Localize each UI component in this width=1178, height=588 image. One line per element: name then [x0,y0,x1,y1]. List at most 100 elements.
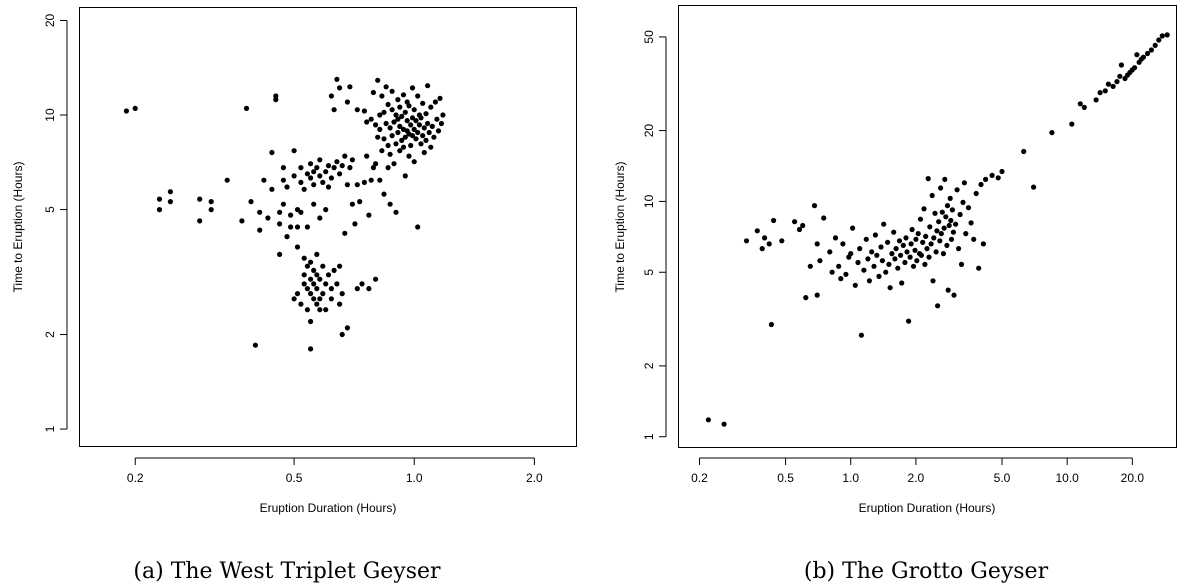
data-point [311,281,317,287]
data-point [393,141,399,147]
data-point [421,125,427,131]
data-point [416,122,422,128]
data-point [939,209,945,215]
data-point [971,236,977,242]
data-point [792,219,798,225]
data-point [397,123,403,129]
data-point [957,211,963,218]
x-tick-label: 0.2 [691,471,708,485]
data-point [334,76,340,82]
data-point [814,292,820,298]
data-point [344,182,350,188]
data-point [373,276,379,282]
data-point [876,273,882,279]
data-point [298,179,304,185]
data-point [395,97,401,103]
data-point [1164,32,1170,38]
data-point [389,88,395,94]
data-point [364,153,370,159]
data-point [912,247,918,253]
data-point [898,252,904,258]
data-point [1105,81,1111,87]
data-point [389,107,395,113]
data-point [406,103,412,109]
data-point [320,179,326,185]
plot-frame [79,7,577,447]
data-point [284,234,290,240]
data-point [288,212,294,218]
data-point [1118,62,1124,68]
y-tick-label: 1 [642,433,656,440]
data-point [927,224,933,230]
data-point [409,115,416,121]
y-axis: 1 2 5 10 20 [43,14,68,432]
data-point [940,251,947,257]
data-point [948,217,954,224]
data-point [347,165,353,171]
data-point [370,165,376,171]
data-point [1144,50,1151,57]
data-point [397,148,403,154]
data-point [438,120,444,127]
caption: (b) The Grotto Geyser [804,559,1049,584]
data-point [123,108,129,114]
data-point [308,346,314,352]
data-point [960,199,966,205]
data-point [881,221,887,227]
data-point [328,93,334,99]
data-point [440,112,446,118]
data-point [431,134,437,140]
data-point [855,259,861,266]
data-point [252,342,258,348]
data-point [904,249,910,255]
data-point [909,226,915,233]
data-point [243,105,250,111]
data-point [932,210,938,216]
data-point [949,207,956,213]
data-point [817,258,823,264]
data-point [325,184,332,190]
data-point [304,307,310,313]
data-point [400,144,407,150]
data-point [1134,52,1140,58]
data-point [879,258,886,264]
data-point [411,107,417,113]
data-point [848,251,854,257]
data-point [334,281,340,287]
data-point [301,272,307,278]
data-point [397,104,403,110]
data-point [301,255,307,261]
data-point [934,228,940,234]
data-point [291,296,297,302]
data-point [944,242,950,248]
y-axis-label: Time to Eruption (Hours) [613,162,627,293]
panel-west-triplet: 0.2 0.5 1.0 2.0 1 2 5 10 20 Eruption Duration (… [11,7,577,584]
data-point [947,195,953,201]
data-point [429,123,435,129]
data-point [968,220,974,226]
data-point [395,116,401,122]
data-point [167,189,173,195]
data-point [389,133,395,139]
data-point [261,177,267,183]
data-point [869,249,875,255]
data-point [989,172,995,178]
data-point [156,196,163,202]
data-point [393,112,399,118]
data-point [408,122,414,128]
data-point [366,212,372,218]
data-point [980,241,987,247]
plot-frame [678,5,1177,448]
x-tick-label: 2.0 [908,471,925,485]
data-point [366,286,372,292]
data-point [421,149,427,156]
data-point [705,417,712,423]
x-tick-label: 1.0 [842,471,859,485]
data-point [840,241,846,247]
data-point [375,77,381,83]
data-point [408,142,414,149]
data-point [896,238,903,244]
data-point [379,93,385,99]
data-point [377,177,383,183]
data-point [304,263,310,269]
